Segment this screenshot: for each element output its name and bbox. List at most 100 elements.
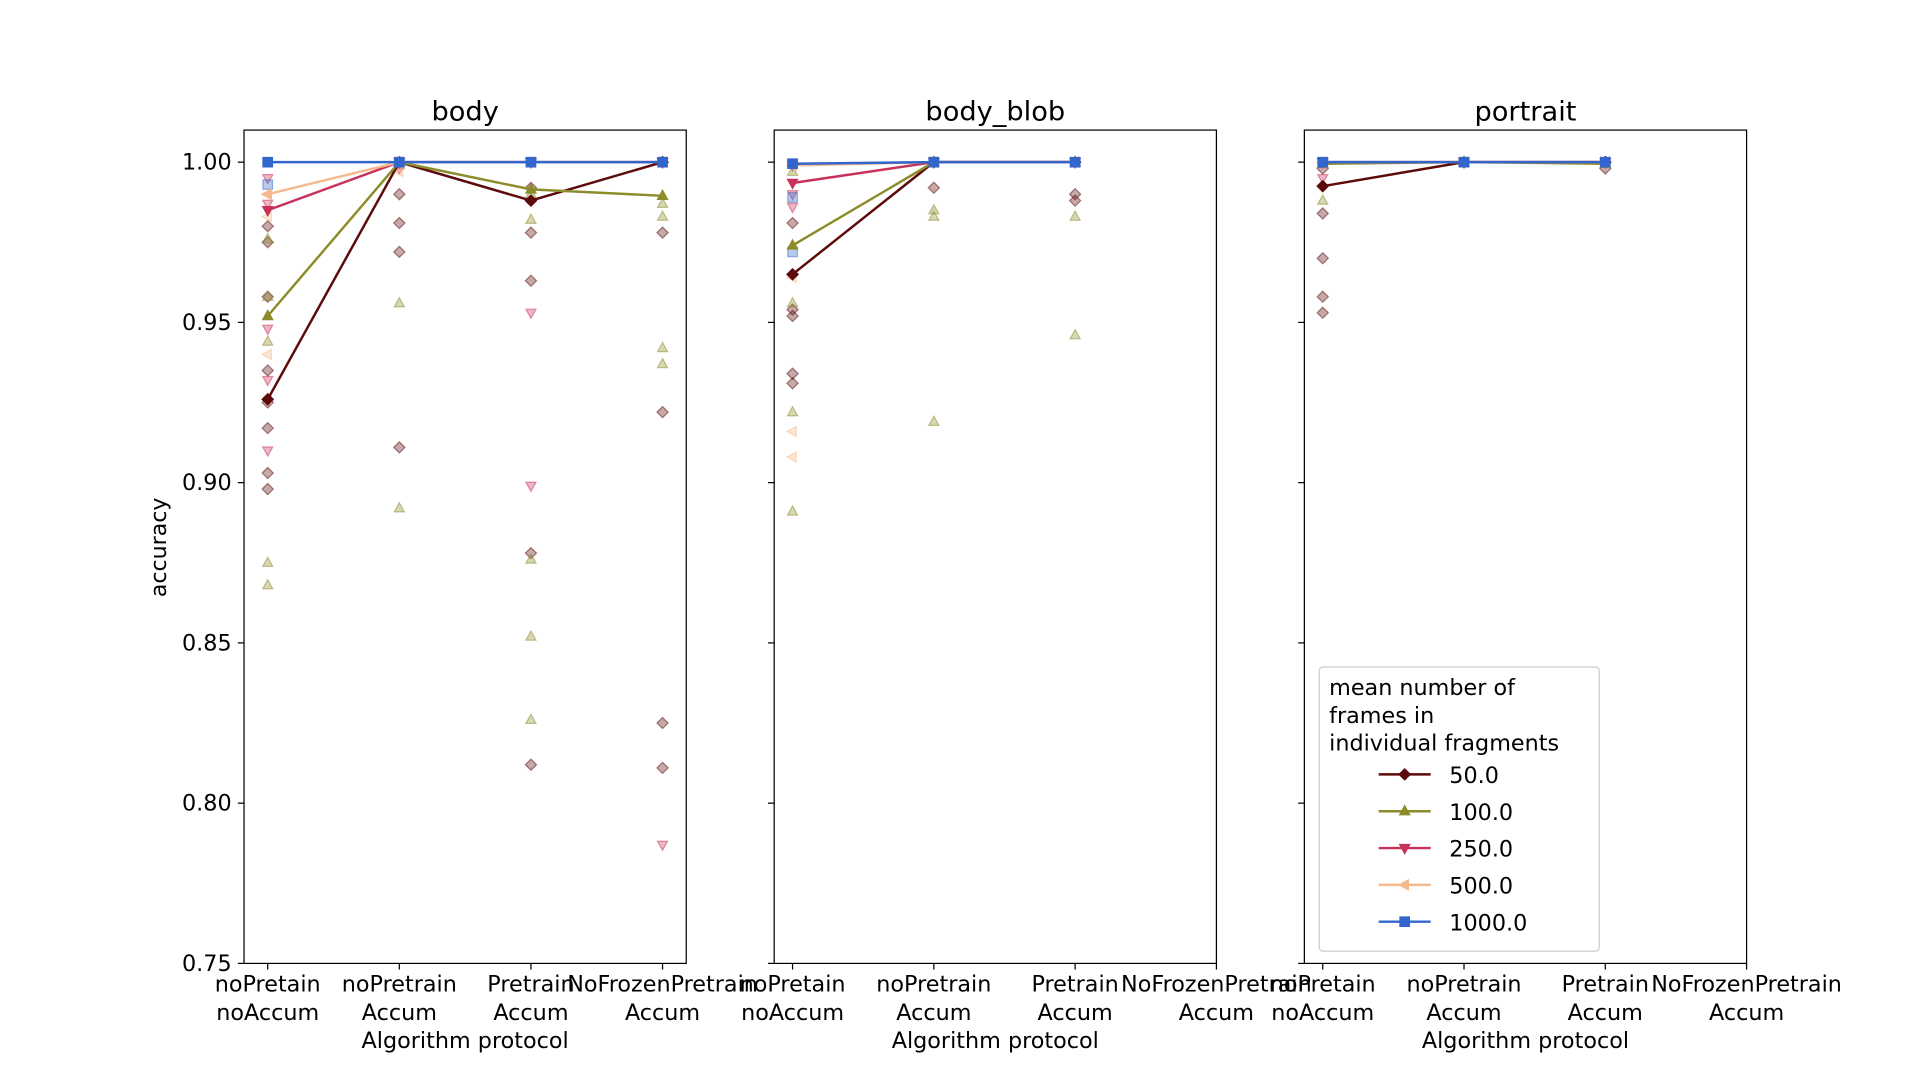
legend-marker [1398, 804, 1411, 816]
run-point [261, 578, 274, 590]
x-tick-label: Pretrain Accum [1562, 972, 1649, 1026]
mean-marker [524, 194, 538, 207]
axes-frame [243, 129, 687, 965]
run-point [927, 181, 941, 195]
x-tick-label: noPretrain Accum [876, 972, 991, 1026]
run-point [1316, 193, 1329, 205]
mean-marker [1317, 156, 1329, 168]
plot-area [774, 130, 1217, 964]
x-tick-label: Pretrain Accum [1031, 972, 1118, 1026]
subplot-title: portrait [1474, 96, 1576, 127]
mean-marker [262, 156, 274, 168]
x-axis-label: Algorithm protocol [892, 1028, 1099, 1054]
run-point [261, 173, 274, 185]
y-tick-label: 0.95 [182, 310, 232, 336]
mean-marker [786, 267, 800, 281]
y-axis-label: accuracy [146, 498, 172, 598]
run-point [261, 446, 274, 458]
x-tick-label: NoFrozenPretrain Accum [1651, 972, 1842, 1026]
run-point [261, 289, 274, 301]
run-point [524, 274, 538, 288]
legend-title: mean number of frames in individual fragme… [1329, 675, 1559, 756]
legend-marker [1398, 843, 1411, 855]
legend-label: 50.0 [1449, 763, 1499, 789]
run-point [785, 425, 797, 438]
run-point [656, 840, 669, 852]
run-point [261, 290, 275, 304]
mean-marker [525, 156, 537, 168]
run-point [261, 232, 274, 244]
run-point [261, 375, 274, 387]
run-point [392, 441, 406, 454]
x-tick-label: Pretrain Accum [487, 972, 574, 1026]
legend-marker [1398, 768, 1412, 781]
run-point [1068, 187, 1082, 201]
run-point [786, 405, 799, 417]
axes-frame [773, 129, 1218, 965]
run-point [1316, 306, 1330, 320]
mean-marker [1069, 156, 1081, 168]
run-point [392, 245, 406, 259]
run-point [927, 203, 940, 215]
run-point [261, 482, 275, 496]
legend-marker [1399, 916, 1411, 927]
x-axis-label: Algorithm protocol [362, 1028, 569, 1054]
subplot: portrait noPretain noAccum noPretrain Accum P… [1270, 96, 1842, 1054]
run-point [786, 202, 799, 214]
run-point [524, 213, 538, 225]
mean-marker [260, 188, 272, 201]
run-point [261, 324, 274, 336]
run-point [656, 226, 670, 240]
legend-label: 250.0 [1449, 837, 1513, 863]
run-point [1068, 194, 1082, 207]
run-point [785, 451, 797, 464]
run-point [392, 216, 406, 230]
run-point [786, 309, 800, 323]
run-point [261, 334, 274, 346]
subplot: body_blob noPretain noAccum noPretrain Accum… [740, 96, 1312, 1054]
mean-marker [1316, 179, 1330, 193]
axes-frame [1303, 129, 1748, 965]
run-point [1316, 290, 1330, 304]
subplot: body 0.75 0.80 0.85 0.90 0.95 1.00 noPretain noA… [146, 96, 758, 1054]
run-point [261, 421, 275, 435]
run-point [786, 296, 799, 308]
mean-line [266, 160, 663, 317]
run-point [786, 216, 800, 230]
mean-marker [656, 188, 669, 200]
legend-box [1318, 666, 1600, 952]
mean-line [266, 160, 663, 400]
mean-marker [786, 178, 799, 190]
run-point [656, 357, 669, 369]
run-point [1069, 328, 1082, 340]
run-point [262, 179, 274, 190]
x-axis-label: Algorithm protocol [1422, 1028, 1629, 1054]
run-point [656, 405, 670, 419]
run-point [656, 761, 670, 775]
run-point [393, 296, 406, 308]
legend-label: 100.0 [1449, 800, 1513, 826]
x-tick-label: noPretrain Accum [342, 972, 457, 1026]
subplot-title: body [431, 96, 498, 127]
mean-marker [1599, 156, 1611, 168]
run-point [524, 308, 538, 320]
x-tick-label: noPretain noAccum [740, 972, 846, 1026]
y-tick-label: 0.85 [182, 630, 232, 656]
run-point [1069, 209, 1082, 221]
legend-label: 1000.0 [1449, 910, 1527, 936]
run-point [260, 348, 272, 361]
mean-marker [657, 156, 668, 168]
run-point [261, 466, 275, 480]
run-point [524, 552, 538, 564]
run-point [393, 501, 406, 513]
legend-marker [1397, 878, 1409, 891]
run-point [524, 758, 538, 772]
mean-marker [261, 392, 275, 406]
run-point [261, 199, 274, 211]
run-point [392, 165, 404, 178]
run-point [1316, 207, 1330, 220]
mean-marker [928, 156, 940, 168]
x-tick-label: NoFrozenPretrain Accum [1121, 972, 1312, 1026]
